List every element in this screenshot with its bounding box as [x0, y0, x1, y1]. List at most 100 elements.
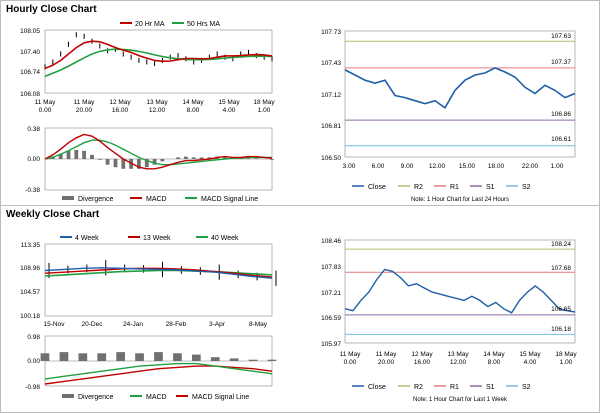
- y-tick-label: 106.50: [321, 155, 341, 162]
- weekly-macd-panel: 0.98 0.00 -0.98 Divergence MACD MACD Sig…: [25, 334, 277, 401]
- y-tick-label: 108.96: [20, 265, 40, 272]
- divergence-bar: [184, 156, 188, 159]
- divergence-bar: [229, 358, 239, 361]
- x-tick-label: 6.00: [372, 163, 385, 170]
- y-tick-label: 0.00: [27, 156, 40, 163]
- divergence-bar: [113, 159, 118, 168]
- x-tick-label: 0.00: [39, 107, 52, 114]
- weekly-note: Note: 1 Hour Chart for Last 1 Week: [413, 397, 508, 403]
- divergence-bar: [173, 353, 182, 361]
- legend-s2: S2: [522, 184, 531, 191]
- x-tick-label: 1.00: [258, 107, 271, 114]
- divergence-bar: [152, 159, 157, 165]
- level-label-r1: 107.37: [551, 59, 571, 66]
- weekly-title: Weekly Close Chart: [6, 209, 100, 220]
- y-tick-label: 105.97: [321, 341, 341, 348]
- y-tick-label: -0.98: [25, 384, 40, 391]
- x-tick-label: 14 May: [182, 99, 204, 106]
- divergence-bar: [207, 157, 212, 159]
- y-tick-label: 104.57: [20, 289, 40, 296]
- divergence-bar: [74, 150, 79, 159]
- legend-s1: S1: [486, 384, 495, 391]
- ma-13-line: [44, 267, 273, 278]
- divergence-bar: [40, 353, 50, 361]
- weekly-legend-13w: 13 Week: [143, 235, 171, 242]
- signal-line: [44, 365, 273, 385]
- y-tick-label: 100.18: [20, 313, 40, 320]
- hourly-24h-panel: 107.73 107.43 107.12 106.81 106.50 107.6…: [321, 29, 576, 203]
- weekly-1w-frame: [344, 239, 576, 344]
- legend-s1: S1: [486, 184, 495, 191]
- divergence-bar: [97, 353, 107, 361]
- divergence-bar: [116, 352, 125, 361]
- x-tick-label: 13 May: [146, 99, 168, 106]
- hourly-macd-panel: 0.38 0.00 -0.38 Divergence MACD MACD Sig…: [25, 126, 274, 203]
- y-tick-label: 106.74: [20, 69, 40, 76]
- x-tick-label: 11 May: [35, 99, 57, 106]
- x-tick-label: 12.00: [429, 163, 446, 170]
- legend-close: Close: [368, 384, 386, 391]
- x-tick-label: 12 May: [109, 99, 131, 106]
- x-tick-label: 15-Nov: [44, 321, 66, 328]
- y-tick-label: 106.81: [321, 123, 341, 130]
- divergence-bar: [144, 159, 149, 168]
- x-tick-label: 16.00: [112, 107, 129, 114]
- hourly-24h-frame: [344, 30, 576, 158]
- signal-line: [44, 139, 272, 166]
- x-tick-label: 12.00: [450, 359, 467, 366]
- x-tick-label: 16.00: [414, 359, 431, 366]
- divergence-bar: [192, 354, 201, 361]
- divergence-bar: [97, 159, 102, 160]
- level-label-s2: 106.61: [551, 136, 571, 143]
- x-tick-label: 8.00: [187, 107, 200, 114]
- macd-legend-signal: MACD Signal Line: [201, 196, 258, 203]
- y-tick-label: 0.00: [27, 358, 40, 365]
- x-tick-label: 11 May: [376, 351, 398, 358]
- x-tick-label: 9.00: [401, 163, 414, 170]
- x-tick-label: 20.00: [378, 359, 395, 366]
- divergence-bar: [121, 159, 126, 169]
- hourly-title: Hourly Close Chart: [6, 4, 97, 15]
- y-tick-label: -0.38: [25, 187, 40, 194]
- macd-legend-signal: MACD Signal Line: [192, 394, 249, 401]
- divergence-bar: [90, 154, 94, 159]
- divergence-bar: [210, 357, 220, 361]
- divergence-bar: [154, 352, 163, 361]
- divergence-bar: [160, 159, 165, 162]
- hourly-note: Note: 1 Hour Chart for Last 24 Hours: [411, 197, 509, 203]
- legend-r1: R1: [450, 184, 459, 191]
- x-tick-label: 11 May: [340, 351, 362, 358]
- ma-4-line: [44, 267, 273, 279]
- x-tick-label: 18 May: [253, 99, 275, 106]
- x-tick-label: 15 May: [519, 351, 541, 358]
- legend-r2: R2: [414, 184, 423, 191]
- x-tick-label: 12.00: [149, 107, 166, 114]
- y-tick-label: 108.46: [321, 238, 341, 245]
- macd-legend-macd: MACD: [146, 394, 167, 401]
- x-tick-label: 18 May: [555, 351, 577, 358]
- level-label-s1: 106.86: [551, 111, 571, 118]
- divergence-bar: [78, 353, 88, 361]
- y-tick-label: 107.83: [321, 264, 341, 271]
- weekly-1w-panel: 108.46 107.83 107.21 106.59 105.97 108.2…: [321, 238, 577, 403]
- macd-line: [44, 362, 273, 380]
- legend-r2: R2: [414, 384, 423, 391]
- hourly-legend-20hr: 20 Hr MA: [135, 21, 165, 28]
- x-tick-label: 4.00: [524, 359, 537, 366]
- x-tick-label: 20.00: [76, 107, 93, 114]
- macd-legend-divergence: Divergence: [78, 394, 114, 401]
- x-tick-label: 3-Apr: [209, 321, 226, 328]
- close-line: [344, 268, 576, 314]
- y-tick-label: 107.40: [20, 49, 40, 56]
- level-label-s2: 106.18: [551, 326, 571, 333]
- ma-50-line: [44, 48, 273, 78]
- level-label-s1: 106.65: [551, 306, 571, 313]
- y-tick-label: 113.35: [21, 242, 41, 249]
- divergence-bar: [270, 159, 274, 160]
- macd-line: [44, 133, 273, 170]
- legend-close: Close: [368, 184, 386, 191]
- x-tick-label: 8.00: [488, 359, 501, 366]
- divergence-bar: [82, 150, 86, 159]
- legend-r1: R1: [450, 384, 459, 391]
- weekly-legend-40w: 40 Week: [211, 235, 239, 242]
